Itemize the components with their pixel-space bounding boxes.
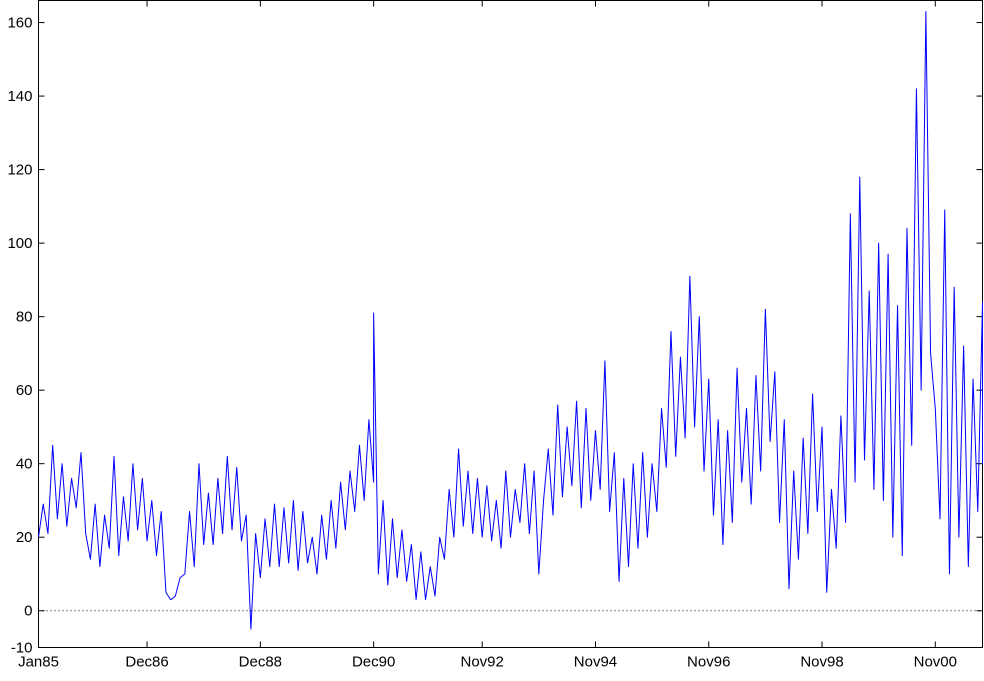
y-tick-label: 140 (7, 88, 32, 105)
y-axis: -10 0 20 40 60 80 100 120 140 160 (7, 15, 983, 657)
x-tick-label: Dec88 (239, 654, 282, 671)
y-tick-label: 100 (7, 235, 32, 252)
x-tick-label: Nov96 (687, 654, 730, 671)
y-tick-label: 0 (24, 603, 32, 620)
plot-frame (38, 0, 983, 648)
y-tick-label: 120 (7, 162, 32, 179)
x-tick-label: Nov98 (800, 654, 843, 671)
x-tick-label: Dec90 (352, 654, 395, 671)
x-tick-label: Nov92 (461, 654, 504, 671)
x-tick-label: Nov94 (574, 654, 617, 671)
x-tick-label: Dec86 (125, 654, 168, 671)
y-tick-label: 160 (7, 15, 32, 32)
y-tick-label: 80 (16, 309, 33, 326)
y-tick-label: 20 (16, 529, 33, 546)
y-tick-label: -10 (11, 640, 33, 657)
x-axis: Jan85 Dec86 Dec88 Dec90 Nov92 Nov94 Nov96 Nov98… (18, 0, 957, 671)
y-tick-label: 40 (16, 456, 33, 473)
x-tick-label: Jan85 (18, 654, 59, 671)
series-line (38, 11, 983, 630)
x-tick-label: Nov00 (914, 654, 957, 671)
y-tick-label: 60 (16, 382, 33, 399)
